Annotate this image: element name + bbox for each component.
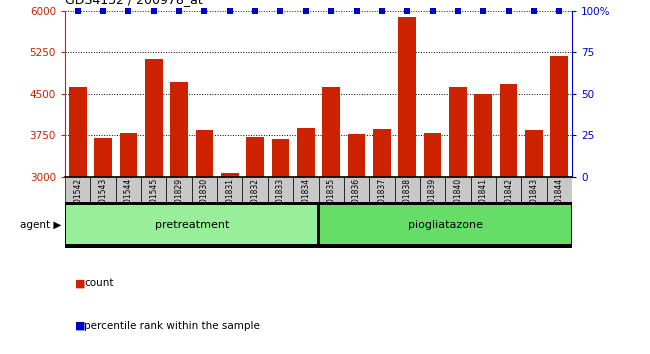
Text: pretreatment: pretreatment — [155, 220, 229, 230]
Bar — [547, 177, 572, 202]
Text: GSM201839: GSM201839 — [428, 178, 437, 224]
Bar — [217, 177, 242, 202]
Bar — [69, 87, 86, 177]
Text: GSM201838: GSM201838 — [403, 178, 411, 224]
Bar — [66, 205, 317, 244]
Text: GSM201843: GSM201843 — [530, 178, 538, 224]
Text: ■: ■ — [75, 278, 85, 288]
Bar — [420, 177, 445, 202]
Text: GSM201831: GSM201831 — [226, 178, 234, 224]
Bar — [170, 82, 188, 177]
Text: GSM201543: GSM201543 — [99, 178, 107, 224]
Text: GDS4132 / 200978_at: GDS4132 / 200978_at — [65, 0, 203, 6]
Text: GSM201840: GSM201840 — [454, 178, 462, 224]
Bar — [322, 87, 340, 177]
Bar — [297, 128, 315, 177]
Text: GSM201829: GSM201829 — [175, 178, 183, 224]
Bar — [496, 177, 521, 202]
Text: GSM201835: GSM201835 — [327, 178, 335, 224]
Bar — [551, 56, 568, 177]
Bar — [145, 59, 162, 177]
Bar — [116, 177, 141, 202]
Text: GSM201842: GSM201842 — [504, 178, 513, 224]
Bar — [65, 177, 90, 202]
Bar — [221, 172, 239, 177]
Bar — [192, 177, 217, 202]
Bar — [166, 177, 192, 202]
Bar — [94, 138, 112, 177]
Bar — [395, 177, 420, 202]
Bar — [521, 177, 547, 202]
Text: GSM201833: GSM201833 — [276, 178, 285, 224]
Bar — [246, 137, 264, 177]
Bar — [398, 17, 416, 177]
Text: GSM201844: GSM201844 — [555, 178, 564, 224]
Bar — [90, 177, 116, 202]
Text: GSM201544: GSM201544 — [124, 178, 133, 224]
Bar — [445, 177, 471, 202]
Bar — [120, 133, 137, 177]
Bar — [449, 87, 467, 177]
Bar — [525, 130, 543, 177]
Text: GSM201841: GSM201841 — [479, 178, 488, 224]
Bar — [318, 177, 344, 202]
Bar — [242, 177, 268, 202]
Text: piogliatazone: piogliatazone — [408, 220, 483, 230]
Bar — [424, 133, 441, 177]
Text: count: count — [84, 278, 114, 288]
Text: GSM201545: GSM201545 — [150, 178, 158, 224]
Text: GSM201542: GSM201542 — [73, 178, 82, 224]
Text: GSM201832: GSM201832 — [251, 178, 259, 224]
Bar — [344, 177, 369, 202]
Bar — [196, 130, 213, 177]
Bar — [268, 177, 293, 202]
Text: GSM201830: GSM201830 — [200, 178, 209, 224]
Bar — [141, 177, 166, 202]
Bar — [293, 177, 318, 202]
Bar — [320, 205, 571, 244]
Bar — [373, 129, 391, 177]
Bar — [369, 177, 395, 202]
Text: percentile rank within the sample: percentile rank within the sample — [84, 321, 261, 331]
Bar — [348, 134, 365, 177]
Text: GSM201837: GSM201837 — [378, 178, 386, 224]
Text: GSM201836: GSM201836 — [352, 178, 361, 224]
Bar — [471, 177, 496, 202]
Bar — [500, 84, 517, 177]
Text: agent ▶: agent ▶ — [20, 220, 62, 230]
Bar — [272, 139, 289, 177]
Text: ■: ■ — [75, 321, 85, 331]
Text: GSM201834: GSM201834 — [302, 178, 310, 224]
Bar — [474, 94, 492, 177]
